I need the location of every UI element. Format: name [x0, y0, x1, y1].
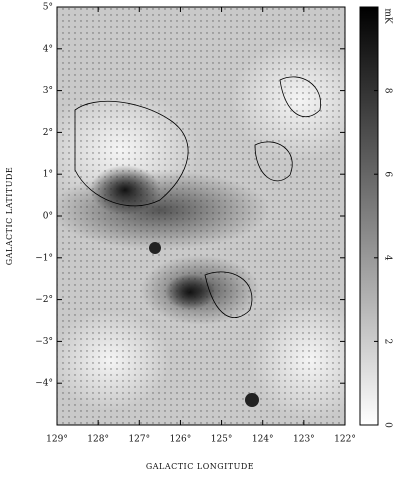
y-tick-label: 4°: [43, 44, 53, 54]
colorbar: [359, 6, 379, 426]
x-tick-label: 126°: [170, 435, 192, 445]
colorbar-label: mK: [383, 8, 393, 24]
x-tick-label: 123°: [293, 435, 315, 445]
y-tick-label: 2°: [43, 128, 53, 138]
y-tick-label: −2°: [35, 295, 53, 305]
y-tick-label: 1°: [43, 170, 53, 180]
colorbar-tick-label: 6: [383, 171, 393, 177]
x-axis-label: GALACTIC LONGITUDE: [146, 462, 254, 471]
x-tick-label: 124°: [252, 435, 274, 445]
colorbar-tick-label: 0: [383, 422, 393, 428]
y-tick-label: 3°: [43, 86, 53, 96]
y-tick-label: 5°: [43, 3, 53, 13]
x-tick-label: 127°: [128, 435, 150, 445]
y-tick-label: −4°: [35, 379, 53, 389]
y-tick-label: 0°: [43, 212, 53, 222]
colorbar-tick-label: 4: [383, 255, 393, 261]
x-tick-label: 122°: [334, 435, 356, 445]
colorbar-tick-label: 8: [383, 88, 393, 94]
x-tick-label: 129°: [46, 435, 68, 445]
y-tick-label: −1°: [35, 253, 53, 263]
y-tick-label: −3°: [35, 337, 53, 347]
colorbar-tick-label: 2: [383, 339, 393, 345]
x-tick-label: 125°: [211, 435, 233, 445]
y-axis-label: GALACTIC LATITUDE: [5, 167, 14, 266]
x-tick-label: 128°: [87, 435, 109, 445]
map-image: [57, 7, 345, 425]
